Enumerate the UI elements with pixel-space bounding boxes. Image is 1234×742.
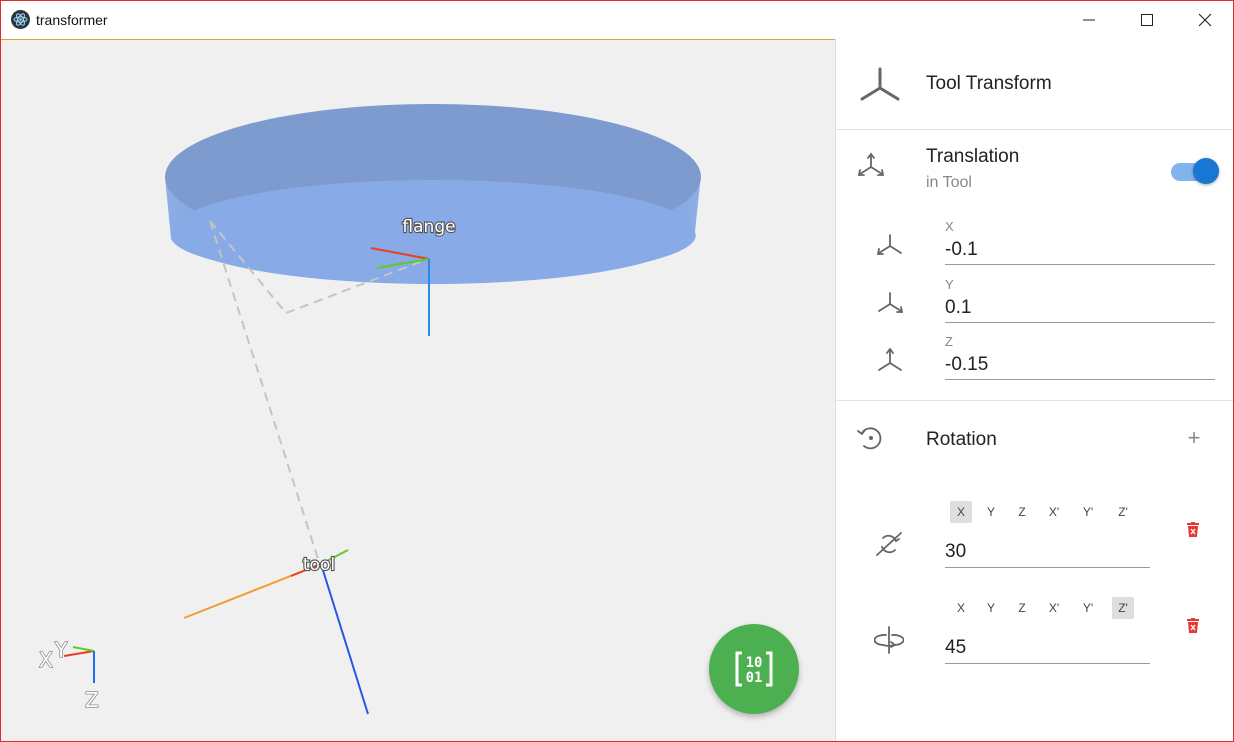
translation-z-row: Z -0.15 bbox=[836, 334, 1233, 390]
close-button[interactable] bbox=[1176, 1, 1233, 39]
translation-frame-toggle[interactable] bbox=[1171, 158, 1221, 186]
axis-y-icon bbox=[878, 292, 904, 313]
delete-rotation-2-icon[interactable] bbox=[1186, 618, 1200, 634]
frame-connection-lines bbox=[209, 220, 429, 563]
translation-y-input[interactable]: 0.1 bbox=[945, 295, 1215, 323]
axis-chip-z[interactable]: Z bbox=[1018, 601, 1026, 615]
scene-canvas[interactable]: flange tool X Y Z bbox=[1, 40, 835, 741]
axis-chip-x[interactable]: X bbox=[956, 601, 965, 615]
3d-viewport[interactable]: flange tool X Y Z 1 bbox=[1, 39, 835, 741]
binary-matrix-icon: 10 01 bbox=[735, 651, 773, 687]
rotation-1-angle-input[interactable]: 30 bbox=[945, 539, 1150, 568]
flange-frame-label: flange bbox=[402, 217, 455, 237]
translation-x-label: X bbox=[945, 219, 954, 234]
export-matrix-button[interactable]: 10 01 bbox=[709, 624, 799, 714]
rotation-2-angle-input[interactable]: 45 bbox=[945, 635, 1150, 664]
minimize-icon bbox=[1083, 19, 1095, 21]
minimize-button[interactable] bbox=[1060, 1, 1118, 39]
translation-divider bbox=[836, 400, 1233, 401]
flange-disc bbox=[165, 104, 701, 284]
axis-chip-y-prime[interactable]: Y' bbox=[1082, 505, 1094, 519]
electron-app-icon bbox=[11, 10, 30, 29]
rotation-item-2: X Y Z X' Y' Z' 45 bbox=[836, 597, 1233, 677]
panel-title: Tool Transform bbox=[926, 73, 1052, 94]
title-bar: transformer bbox=[1, 1, 1233, 39]
translation-icon bbox=[857, 152, 885, 176]
svg-text:01: 01 bbox=[746, 670, 763, 686]
tool-frame-axes bbox=[183, 549, 369, 715]
axis-chip-z-prime[interactable]: Z' bbox=[1118, 505, 1128, 519]
translation-title: Translation bbox=[926, 146, 1020, 167]
maximize-button[interactable] bbox=[1118, 1, 1176, 39]
axis-chip-x-prime[interactable]: X' bbox=[1048, 505, 1060, 519]
rotation-icon bbox=[857, 427, 882, 450]
axis-chip-z[interactable]: Z bbox=[1018, 505, 1026, 519]
translation-y-label: Y bbox=[945, 277, 954, 292]
gizmo-x-label: X bbox=[39, 648, 53, 672]
translation-x-input[interactable]: -0.1 bbox=[945, 237, 1215, 265]
gizmo-y-label: Y bbox=[54, 638, 68, 662]
svg-text:10: 10 bbox=[746, 655, 763, 671]
tool-frame-label: tool bbox=[303, 555, 335, 575]
rotate-z-icon bbox=[874, 626, 904, 654]
rotation-title: Rotation bbox=[926, 429, 997, 450]
toggle-thumb bbox=[1193, 158, 1219, 184]
window-title: transformer bbox=[36, 12, 108, 28]
maximize-icon bbox=[1141, 14, 1153, 26]
axis-chip-y[interactable]: Y bbox=[986, 601, 995, 615]
translation-y-row: Y 0.1 bbox=[836, 277, 1233, 333]
translation-z-label: Z bbox=[945, 334, 953, 349]
gizmo-z-label: Z bbox=[85, 688, 99, 712]
rotation-item-1: X Y Z X' Y' Z' 30 bbox=[836, 501, 1233, 581]
axis-chip-z-prime[interactable]: Z' bbox=[1112, 597, 1134, 619]
close-icon bbox=[1198, 13, 1212, 27]
flange-frame-axes bbox=[370, 247, 430, 336]
axis-chip-y[interactable]: Y bbox=[986, 505, 995, 519]
translation-subtitle: in Tool bbox=[926, 174, 972, 191]
axes-tripod-icon bbox=[860, 67, 900, 101]
axis-chip-y-prime[interactable]: Y' bbox=[1082, 601, 1094, 615]
axis-z-icon bbox=[878, 348, 902, 371]
axis-x-icon bbox=[876, 234, 902, 255]
add-rotation-button[interactable]: + bbox=[1187, 425, 1201, 450]
world-axes-gizmo: X Y Z bbox=[38, 637, 99, 712]
rotate-x-icon bbox=[876, 532, 902, 556]
translation-z-input[interactable]: -0.15 bbox=[945, 352, 1215, 380]
translation-x-row: X -0.1 bbox=[836, 219, 1233, 275]
tool-transform-panel: Tool Transform Translation in Tool bbox=[835, 39, 1233, 741]
header-divider bbox=[836, 129, 1233, 130]
delete-rotation-1-icon[interactable] bbox=[1186, 522, 1200, 538]
axis-chip-x-prime[interactable]: X' bbox=[1048, 601, 1060, 615]
axis-chip-x[interactable]: X bbox=[950, 501, 972, 523]
